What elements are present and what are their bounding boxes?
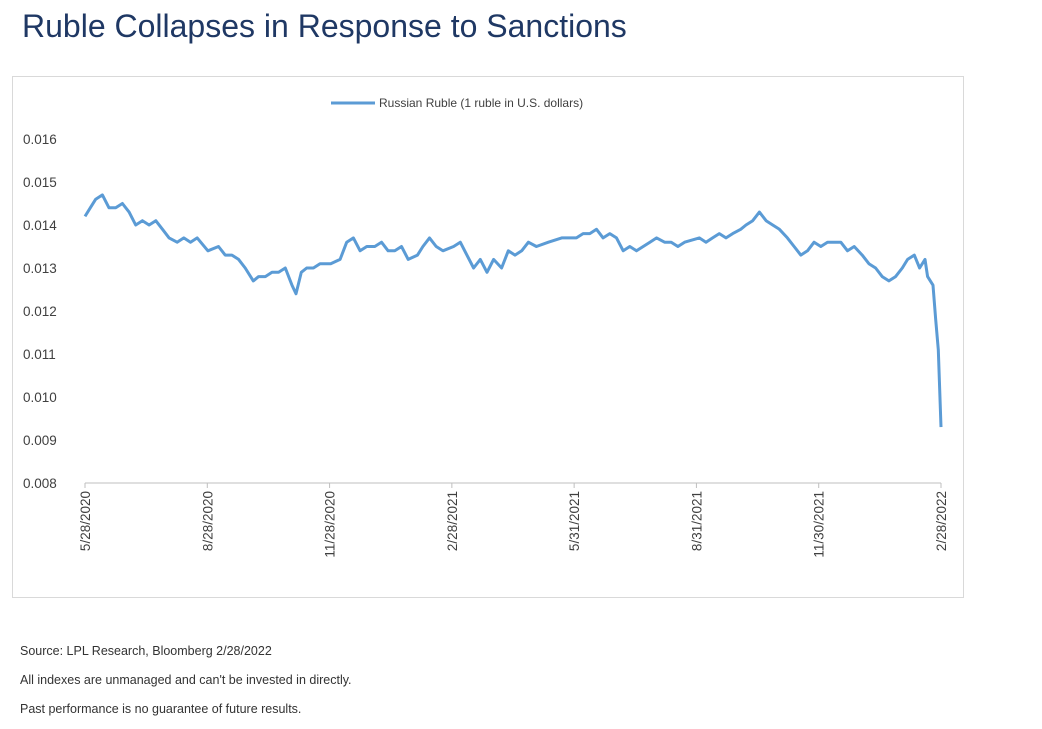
series-line-russian-ruble (83, 193, 943, 428)
x-tick-label: 11/28/2020 (323, 491, 338, 558)
disclaimer-note: All indexes are unmanaged and can't be i… (20, 673, 352, 687)
x-tick-label: 8/28/2020 (200, 491, 215, 551)
line-chart: Russian Ruble (1 ruble in U.S. dollars) … (23, 96, 949, 558)
y-tick-label: 0.014 (23, 218, 57, 233)
chart-legend: Russian Ruble (1 ruble in U.S. dollars) (331, 96, 583, 110)
y-tick-label: 0.016 (23, 132, 57, 147)
x-tick-label: 5/31/2021 (567, 491, 582, 551)
y-tick-label: 0.008 (23, 476, 57, 491)
y-tick-label: 0.013 (23, 261, 57, 276)
series-layer (83, 193, 943, 428)
page-title: Ruble Collapses in Response to Sanctions (22, 8, 627, 44)
legend-label: Russian Ruble (1 ruble in U.S. dollars) (379, 96, 583, 110)
y-tick-label: 0.012 (23, 304, 57, 319)
performance-note: Past performance is no guarantee of futu… (20, 702, 302, 716)
y-tick-label: 0.009 (23, 433, 57, 448)
y-tick-label: 0.011 (23, 347, 56, 362)
chart-frame: Russian Ruble (1 ruble in U.S. dollars) … (12, 76, 964, 598)
x-tick-label: 8/31/2021 (689, 491, 704, 551)
footnotes: Source: LPL Research, Bloomberg 2/28/202… (20, 642, 352, 729)
x-tick-label: 2/28/2021 (445, 491, 460, 551)
y-tick-label: 0.010 (23, 390, 57, 405)
source-note: Source: LPL Research, Bloomberg 2/28/202… (20, 644, 272, 658)
x-tick-label: 11/30/2021 (812, 491, 827, 558)
x-tick-label: 2/28/2022 (934, 491, 949, 551)
y-axis: 0.016 0.015 0.014 0.013 0.012 0.011 0.010 0.009… (23, 132, 57, 491)
y-tick-label: 0.015 (23, 175, 57, 190)
x-axis: 5/28/2020 8/28/2020 11/28/2020 2/28/2021 5/3… (78, 482, 949, 558)
x-tick-label: 5/28/2020 (78, 491, 93, 551)
